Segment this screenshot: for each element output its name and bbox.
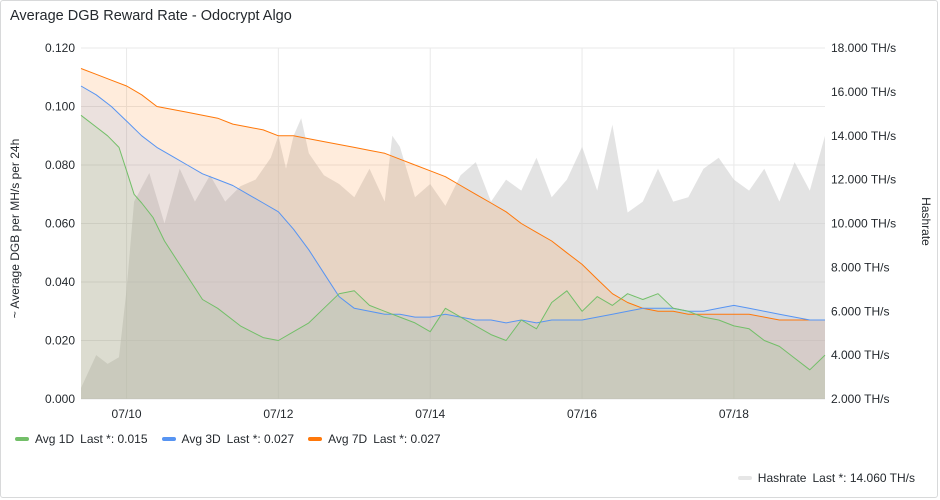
area-avg-3d (81, 86, 825, 399)
y-left-axis-label: ~ Average DGB per MH/s per 24h (8, 139, 22, 319)
series-lines (80, 68, 826, 371)
line-avg-3d[interactable] (80, 85, 825, 324)
legend-item-avg-1d[interactable]: Avg 1D Last *: 0.015 (15, 432, 148, 446)
legend-label-avg-1d: Avg 1D (35, 432, 75, 446)
y-right-axis-label: Hashrate (919, 197, 933, 246)
x-tick-label: 07/16 (567, 407, 597, 421)
y-right-tick-label: 2.000 TH/s (831, 392, 889, 406)
series-areas (81, 68, 825, 400)
legend: Avg 1D Last *: 0.015 Avg 3D Last *: 0.02… (15, 432, 441, 446)
x-tick-label: 07/12 (263, 407, 293, 421)
x-tick-label: 07/18 (719, 407, 749, 421)
legend-swatch-hashrate (737, 476, 752, 480)
axes: 0.000 0.020 0.040 0.060 0.080 0.100 0.120 2.000… (8, 41, 933, 421)
line-avg-1d[interactable] (80, 114, 826, 371)
legend-last-hashrate: Last *: 14.060 TH/s (812, 471, 915, 485)
x-tick-label: 07/10 (112, 407, 142, 421)
y-left-tick-label: 0.120 (45, 41, 75, 55)
y-left-tick-label: 0.040 (45, 275, 75, 289)
legend-item-avg-3d[interactable]: Avg 3D Last *: 0.027 (161, 432, 295, 446)
y-right-tick-label: 14.000 TH/s (831, 129, 896, 143)
legend-label-hashrate: Hashrate (757, 471, 807, 485)
y-right-tick-label: 12.000 TH/s (831, 173, 896, 187)
y-right-tick-label: 16.000 TH/s (831, 85, 896, 99)
legend-swatch-avg-3d (161, 437, 176, 441)
y-left-tick-label: 0.000 (45, 392, 75, 406)
y-left-tick-label: 0.080 (45, 158, 75, 172)
legend-swatch-avg-7d (308, 437, 323, 441)
legend-label-avg-3d: Avg 3D (181, 432, 221, 446)
area-avg-1d (81, 115, 825, 400)
y-left-tick-label: 0.060 (45, 217, 75, 231)
y-right-tick-label: 6.000 TH/s (831, 304, 889, 318)
legend-label-avg-7d: Avg 7D (328, 432, 368, 446)
y-left-tick-label: 0.100 (45, 100, 75, 114)
legend-item-hashrate[interactable]: Hashrate Last *: 14.060 TH/s (737, 471, 915, 485)
legend-item-avg-7d[interactable]: Avg 7D Last *: 0.027 (308, 432, 441, 446)
legend-last-avg-1d: Last *: 0.015 (80, 432, 148, 446)
y-right-tick-label: 4.000 TH/s (831, 348, 889, 362)
line-avg-7d[interactable] (80, 68, 825, 321)
legend-swatch-avg-1d (15, 437, 29, 441)
y-left-tick-label: 0.020 (45, 334, 75, 348)
y-right-tick-label: 8.000 TH/s (831, 260, 889, 274)
x-tick-label: 07/14 (415, 407, 445, 421)
y-right-tick-label: 18.000 TH/s (831, 41, 896, 55)
legend-last-avg-3d: Last *: 0.027 (226, 432, 295, 446)
legend-last-avg-7d: Last *: 0.027 (373, 432, 441, 446)
area-avg-7d (81, 68, 825, 399)
y-right-tick-label: 10.000 TH/s (831, 217, 896, 231)
panel-title[interactable]: Average DGB Reward Rate - Odocrypt Algo (10, 8, 292, 24)
area-hashrate (81, 118, 825, 399)
